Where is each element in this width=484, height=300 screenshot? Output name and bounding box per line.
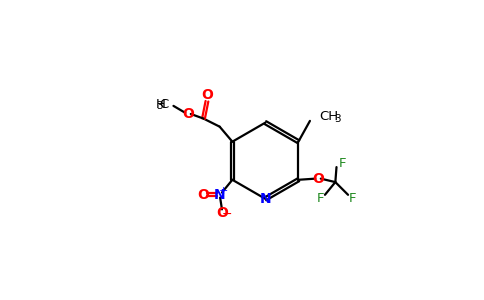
Text: F: F — [338, 157, 346, 170]
Text: F: F — [317, 193, 325, 206]
Text: O: O — [197, 188, 210, 202]
Text: +: + — [219, 186, 228, 196]
Text: O: O — [216, 206, 228, 220]
Text: −: − — [222, 208, 232, 221]
Text: N: N — [259, 192, 271, 206]
Text: F: F — [349, 193, 356, 206]
Text: O: O — [201, 88, 213, 103]
Text: 3: 3 — [334, 114, 341, 124]
Text: C: C — [160, 98, 169, 110]
Text: 3: 3 — [156, 101, 162, 111]
Text: CH: CH — [319, 110, 338, 123]
Text: H: H — [155, 98, 166, 110]
Text: O: O — [312, 172, 324, 186]
Text: O: O — [182, 107, 194, 121]
Text: N: N — [214, 188, 226, 202]
